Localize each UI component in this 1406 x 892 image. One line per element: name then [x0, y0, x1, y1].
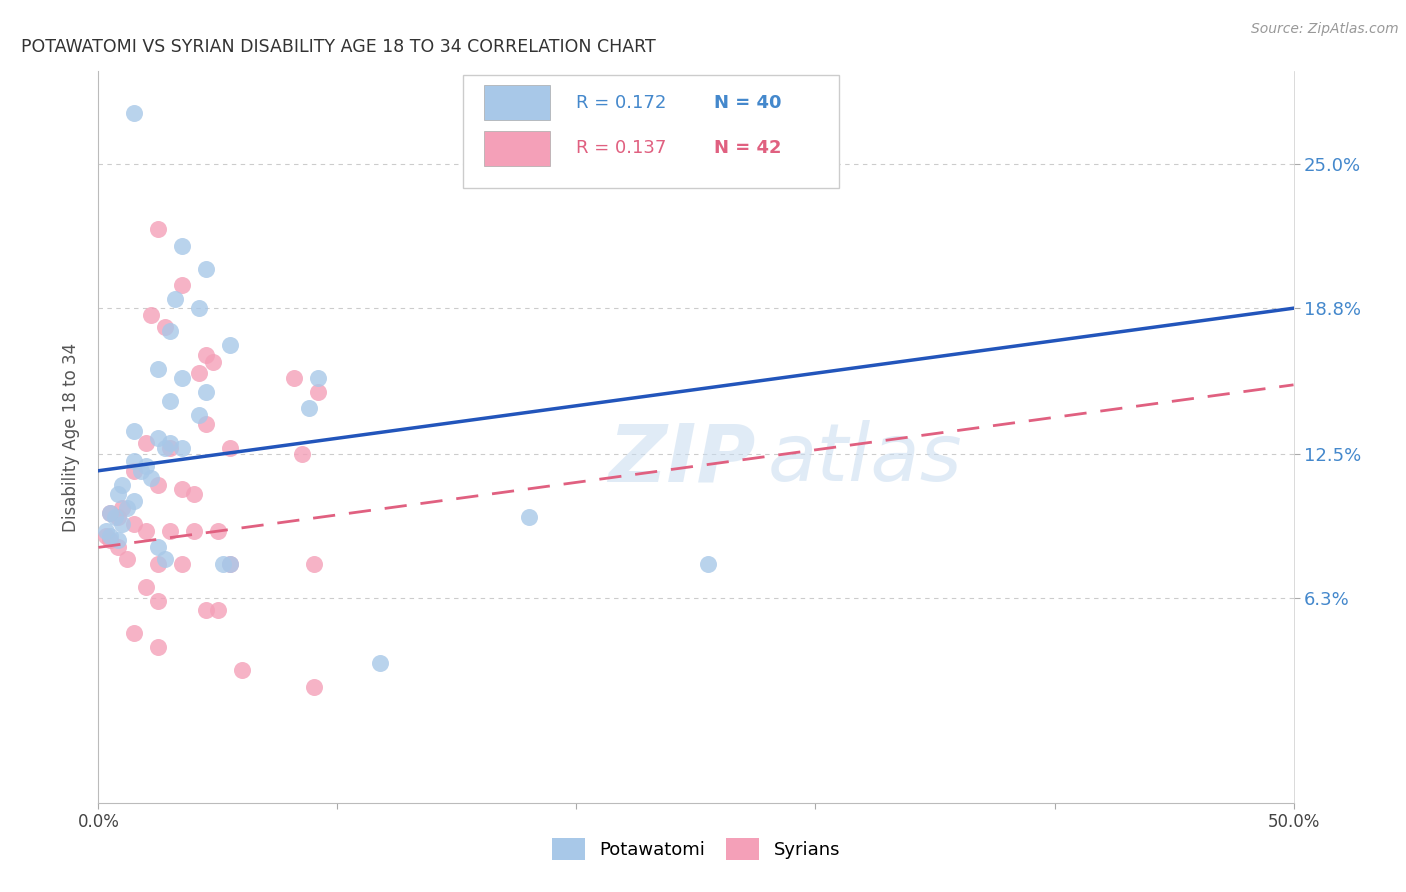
Point	[163, 292, 186, 306]
Point	[148, 361, 170, 376]
Point	[517, 510, 540, 524]
Point	[131, 464, 153, 478]
Point	[98, 533, 122, 548]
Text: N = 42: N = 42	[714, 139, 782, 157]
Point	[697, 557, 720, 571]
Point	[124, 454, 146, 468]
Point	[139, 471, 162, 485]
Point	[211, 557, 233, 571]
Point	[202, 354, 225, 368]
Point	[124, 106, 146, 120]
Point	[291, 448, 314, 462]
Point	[231, 664, 253, 678]
Point	[115, 500, 138, 515]
Text: atlas: atlas	[768, 420, 963, 498]
Point	[94, 529, 117, 543]
Point	[219, 557, 242, 571]
FancyBboxPatch shape	[485, 86, 550, 120]
Point	[135, 436, 157, 450]
Point	[111, 477, 134, 491]
Point	[159, 524, 181, 538]
Point	[172, 483, 194, 497]
Point	[148, 640, 170, 655]
Point	[307, 384, 329, 399]
Point	[187, 408, 209, 422]
Point	[148, 431, 170, 445]
Point	[370, 657, 392, 671]
Point	[187, 366, 209, 380]
Y-axis label: Disability Age 18 to 34: Disability Age 18 to 34	[62, 343, 80, 532]
Point	[148, 541, 170, 555]
Point	[107, 487, 129, 501]
Point	[207, 524, 229, 538]
Point	[195, 603, 218, 617]
Text: POTAWATOMI VS SYRIAN DISABILITY AGE 18 TO 34 CORRELATION CHART: POTAWATOMI VS SYRIAN DISABILITY AGE 18 T…	[21, 38, 655, 56]
Point	[115, 552, 138, 566]
Point	[98, 506, 122, 520]
Point	[135, 524, 157, 538]
Text: R = 0.137: R = 0.137	[576, 139, 666, 157]
Point	[307, 371, 329, 385]
Point	[135, 580, 157, 594]
Point	[148, 594, 170, 608]
Point	[124, 424, 146, 438]
Point	[302, 680, 325, 694]
Text: R = 0.172: R = 0.172	[576, 94, 666, 112]
Point	[183, 487, 205, 501]
Point	[155, 441, 177, 455]
Point	[124, 517, 146, 532]
Point	[195, 417, 218, 432]
Point	[107, 510, 129, 524]
Point	[219, 338, 242, 352]
Point	[187, 301, 209, 316]
Point	[159, 394, 181, 409]
Point	[155, 319, 177, 334]
Point	[195, 384, 218, 399]
Point	[148, 557, 170, 571]
Point	[195, 348, 218, 362]
Point	[195, 261, 218, 276]
Point	[172, 371, 194, 385]
Point	[139, 308, 162, 322]
Point	[107, 541, 129, 555]
Point	[124, 464, 146, 478]
Point	[124, 494, 146, 508]
Point	[219, 557, 242, 571]
Point	[172, 277, 194, 292]
Point	[155, 552, 177, 566]
Point	[207, 603, 229, 617]
Legend: Potawatomi, Syrians: Potawatomi, Syrians	[544, 830, 848, 867]
Point	[159, 441, 181, 455]
Text: ZIP: ZIP	[609, 420, 756, 498]
Point	[124, 626, 146, 640]
Point	[111, 517, 134, 532]
Point	[148, 477, 170, 491]
Point	[219, 441, 242, 455]
Point	[302, 557, 325, 571]
Point	[94, 524, 117, 538]
Point	[159, 436, 181, 450]
Point	[148, 222, 170, 236]
Point	[183, 524, 205, 538]
FancyBboxPatch shape	[485, 130, 550, 166]
Point	[104, 510, 127, 524]
Point	[283, 371, 305, 385]
Point	[107, 533, 129, 548]
Point	[98, 506, 122, 520]
Text: Source: ZipAtlas.com: Source: ZipAtlas.com	[1251, 22, 1399, 37]
Point	[111, 500, 134, 515]
Point	[172, 441, 194, 455]
Point	[135, 459, 157, 474]
Point	[298, 401, 321, 415]
Point	[98, 529, 122, 543]
Point	[172, 557, 194, 571]
FancyBboxPatch shape	[463, 75, 839, 188]
Point	[159, 325, 181, 339]
Point	[172, 238, 194, 252]
Text: N = 40: N = 40	[714, 94, 782, 112]
